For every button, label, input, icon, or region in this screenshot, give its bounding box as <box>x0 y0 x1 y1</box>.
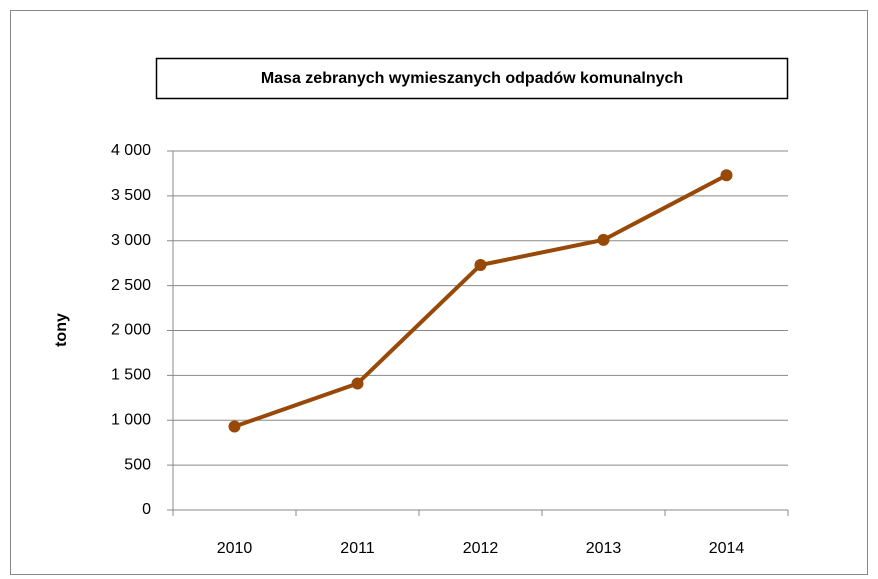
x-tick-label: 2013 <box>586 540 622 557</box>
y-tick-label: 500 <box>124 456 151 473</box>
y-tick-label: 1 500 <box>111 367 151 384</box>
chart-border <box>10 10 868 575</box>
x-tick-label: 2010 <box>217 540 253 557</box>
x-tick-label: 2012 <box>463 540 499 557</box>
y-tick-label: 3 000 <box>111 232 151 249</box>
y-axis-label: tony <box>53 313 70 347</box>
chart-title: Masa zebranych wymieszanych odpadów komu… <box>261 70 683 87</box>
y-tick-label: 0 <box>142 501 151 518</box>
title-box <box>155 57 789 100</box>
y-tick-label: 3 500 <box>111 187 151 204</box>
x-tick-label: 2011 <box>340 540 375 557</box>
y-tick-label: 2 500 <box>111 277 151 294</box>
point <box>351 377 364 390</box>
y-tick-label: 4 000 <box>111 142 151 159</box>
point <box>228 420 241 433</box>
x-tick-label: 2014 <box>709 540 745 557</box>
y-tick-label: 1 000 <box>111 411 151 428</box>
y-tick-label: 2 000 <box>111 322 151 339</box>
point <box>720 169 733 182</box>
point <box>597 233 610 246</box>
point <box>474 258 487 271</box>
